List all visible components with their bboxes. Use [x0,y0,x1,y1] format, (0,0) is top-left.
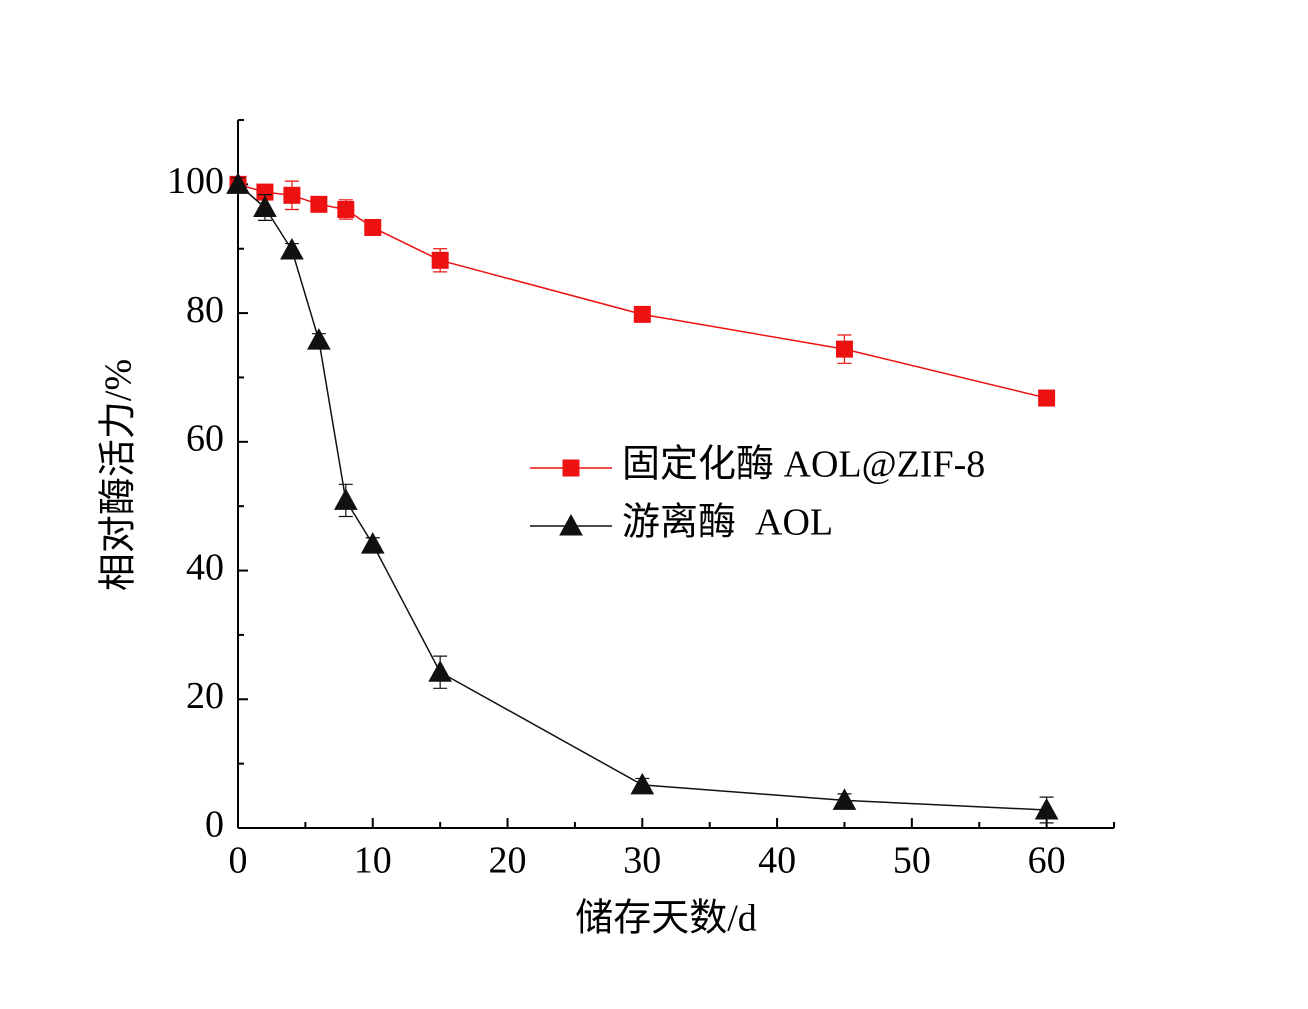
data-point [280,237,304,260]
x-tick-label: 10 [354,840,392,882]
data-point [337,200,355,218]
data-point [1034,797,1059,820]
x-tick-label: 20 [489,840,527,882]
x-tick-label: 50 [893,840,931,882]
data-point [1038,389,1056,407]
y-tick-label: 40 [186,546,224,588]
data-point [364,218,382,236]
y-tick-label: 60 [186,418,224,460]
y-axis-title: 相对酶活力/% [98,359,140,591]
y-tick-label: 100 [167,160,224,202]
data-point [832,788,857,810]
y-tick-label: 20 [186,675,224,717]
data-point [310,195,328,213]
data-point [253,195,277,218]
data-point [428,660,452,682]
legend-marker [559,513,583,536]
y-tick-label: 80 [186,289,224,331]
data-point [333,488,358,510]
data-point [307,328,331,350]
y-tick-label: 0 [205,804,224,846]
x-tick-label: 0 [229,840,248,882]
data-point [633,305,651,323]
x-tick-label: 60 [1028,840,1066,882]
legend-marker [562,459,580,477]
legend-label: 固定化酶 AOL@ZIF-8 [622,444,985,486]
legend-label: 游离酶 AOL [622,502,833,544]
data-point [835,340,853,358]
x-tick-label: 40 [758,840,796,882]
x-axis-title: 储存天数/d [575,898,757,940]
data-point [283,186,301,204]
data-point [431,251,449,269]
data-point [360,532,385,554]
series-line [237,183,1047,399]
data-point [630,772,655,795]
data-point [226,172,250,194]
series-line [237,183,1047,811]
x-tick-label: 30 [623,840,661,882]
